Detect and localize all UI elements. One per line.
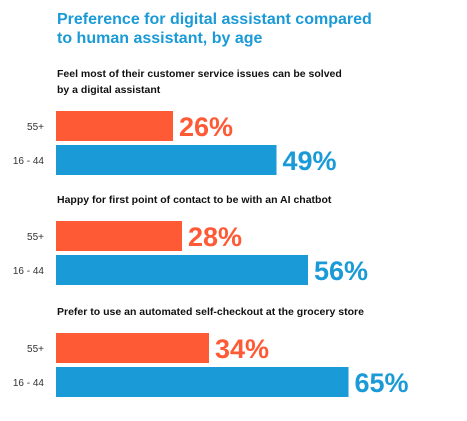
value-label: 49% bbox=[283, 146, 337, 176]
bar-2-1 bbox=[56, 221, 182, 251]
chart-title-line-1: Preference for digital assistant compare… bbox=[57, 11, 372, 28]
bar-group-3: Prefer to use an automated self-checkout… bbox=[13, 306, 409, 398]
chart-title: Preference for digital assistant compare… bbox=[57, 11, 372, 47]
category-label: 16 - 44 bbox=[13, 378, 45, 389]
value-label: 28% bbox=[188, 222, 242, 252]
category-label: 55+ bbox=[27, 232, 44, 243]
bar-group-2: Happy for first point of contact to be w… bbox=[13, 194, 368, 286]
value-label: 26% bbox=[179, 112, 233, 142]
bar-3-2 bbox=[56, 367, 349, 397]
bar-groups: Feel most of their customer service issu… bbox=[13, 68, 409, 398]
group-3-question-line-1: Prefer to use an automated self-checkout… bbox=[57, 306, 364, 318]
bar-2-2 bbox=[56, 255, 308, 285]
bar-1-1 bbox=[56, 111, 173, 141]
bar-1-2 bbox=[56, 145, 277, 175]
group-1-question-line-1: Feel most of their customer service issu… bbox=[57, 68, 342, 80]
chart-title-line-2: to human assistant, by age bbox=[57, 30, 262, 47]
value-label: 34% bbox=[215, 334, 269, 364]
group-2-question-line-1: Happy for first point of contact to be w… bbox=[57, 194, 332, 206]
category-label: 16 - 44 bbox=[13, 156, 45, 167]
group-1-question-line-2: by a digital assistant bbox=[57, 84, 161, 96]
bar-group-1: Feel most of their customer service issu… bbox=[13, 68, 342, 176]
bar-3-1 bbox=[56, 333, 209, 363]
value-label: 65% bbox=[355, 368, 409, 398]
category-label: 55+ bbox=[27, 122, 44, 133]
category-label: 16 - 44 bbox=[13, 266, 45, 277]
category-label: 55+ bbox=[27, 344, 44, 355]
value-label: 56% bbox=[314, 256, 368, 286]
